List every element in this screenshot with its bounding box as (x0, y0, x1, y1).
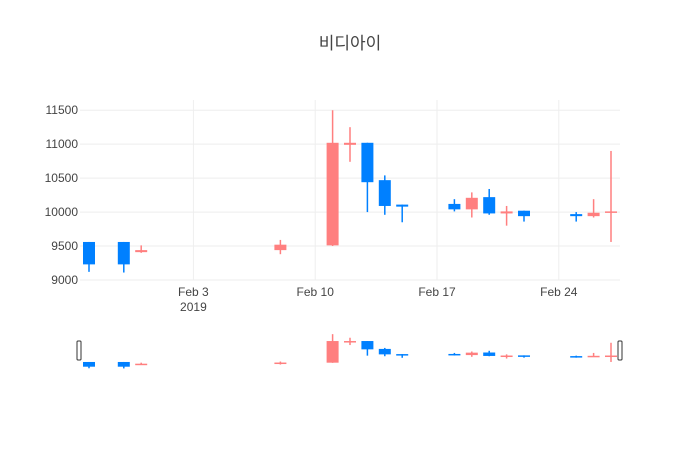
candle-body (465, 197, 478, 210)
candle[interactable] (483, 188, 496, 215)
chart-title: 비디아이 (319, 34, 382, 54)
candle-body (448, 203, 461, 210)
candle[interactable] (117, 241, 130, 273)
candle-body (326, 142, 339, 246)
candle-mini[interactable] (326, 334, 339, 363)
candle-mini[interactable] (378, 347, 391, 357)
candle-mini[interactable] (465, 351, 478, 357)
candle[interactable] (465, 192, 478, 218)
candle-mini[interactable] (448, 352, 461, 356)
candle[interactable] (448, 199, 461, 212)
candle-body (500, 355, 513, 358)
candle-mini[interactable] (500, 354, 513, 359)
x-tick-label: Feb 17 (418, 285, 456, 299)
candle-mini[interactable] (396, 354, 409, 358)
candle-body (518, 355, 530, 357)
candle-mini[interactable] (518, 355, 530, 358)
candle-body (378, 348, 391, 355)
candle[interactable] (135, 245, 148, 253)
candle-body (570, 214, 583, 217)
candle-body (117, 361, 130, 367)
candle-mini[interactable] (117, 361, 130, 369)
candle[interactable] (361, 142, 374, 213)
range-slider[interactable] (76, 334, 623, 369)
candle-body (448, 353, 461, 356)
candle[interactable] (274, 239, 287, 255)
candle-mini[interactable] (570, 355, 583, 358)
x-tick-label: Feb 3 (178, 285, 209, 299)
candle[interactable] (83, 241, 95, 272)
candle-body (396, 354, 409, 356)
x-tick-label: Feb 10 (297, 285, 335, 299)
range-slider-right-handle[interactable] (617, 340, 623, 361)
candle-body (83, 241, 95, 265)
candle-mini[interactable] (483, 350, 496, 357)
y-tick-label: 11500 (46, 103, 79, 117)
candle-body (465, 352, 478, 356)
y-axis: 9000 9500 10000 10500 11000 11500 (45, 103, 79, 287)
candle-mini[interactable] (605, 342, 617, 362)
candle[interactable] (500, 205, 513, 226)
candle[interactable] (518, 210, 530, 222)
candle[interactable] (587, 199, 600, 218)
y-tick-label: 9500 (51, 239, 78, 253)
candle-mini[interactable] (135, 362, 148, 366)
candle[interactable] (605, 150, 617, 242)
candle[interactable] (396, 204, 409, 223)
candle-body (378, 180, 391, 206)
candle-body (326, 341, 339, 363)
range-slider-left-handle[interactable] (76, 340, 82, 361)
candle-body (518, 210, 530, 217)
candle-body (570, 356, 583, 358)
candle-body (500, 211, 513, 214)
candle-body (274, 244, 287, 251)
candle-body (483, 352, 496, 356)
x-tick-label: Feb 24 (540, 285, 578, 299)
candle-body (135, 363, 148, 366)
candle-mini[interactable] (83, 361, 95, 369)
candle-body (83, 361, 95, 367)
candle-body (587, 212, 600, 217)
y-tick-label: 10500 (45, 171, 79, 185)
candle-mini[interactable] (344, 337, 356, 346)
candle-body (483, 197, 496, 214)
candle-body (361, 142, 374, 183)
y-tick-label: 9000 (51, 273, 78, 287)
candle-mini[interactable] (587, 352, 600, 358)
candle-body (274, 362, 287, 365)
candle-body (587, 355, 600, 358)
y-tick-label: 11000 (46, 137, 79, 151)
candle-body (344, 142, 356, 145)
candle-mini[interactable] (361, 341, 374, 356)
candle-body (605, 355, 617, 358)
candle[interactable] (344, 127, 356, 162)
candle-body (605, 211, 617, 213)
candle-body (396, 204, 409, 207)
x-tick-year-label: 2019 (180, 300, 207, 314)
candle-body (361, 341, 374, 350)
candle-body (344, 341, 356, 343)
candle[interactable] (570, 212, 583, 222)
gridlines (80, 100, 620, 281)
candle[interactable] (378, 175, 391, 215)
candle-body (117, 241, 130, 265)
candle[interactable] (326, 110, 339, 247)
candle-body (135, 250, 148, 253)
candles[interactable] (83, 110, 617, 273)
candle-mini[interactable] (274, 361, 287, 365)
y-tick-label: 10000 (45, 205, 79, 219)
